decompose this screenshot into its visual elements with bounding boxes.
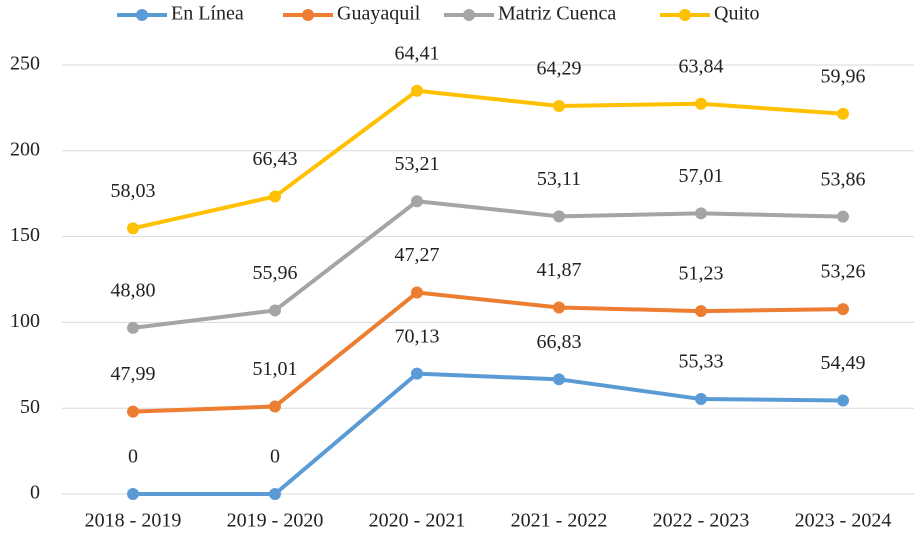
point (837, 210, 849, 223)
point (411, 195, 423, 208)
data-label: 63,84 (679, 55, 724, 77)
point (269, 400, 281, 413)
point (127, 488, 139, 500)
data-label: 51,23 (679, 263, 724, 285)
point (269, 488, 281, 500)
y-tick-label: 100 (10, 310, 40, 332)
data-label: 55,33 (679, 351, 724, 373)
data-label: 47,99 (111, 363, 156, 385)
legend-marker (463, 9, 475, 21)
data-label: 64,29 (537, 58, 582, 80)
point (553, 100, 565, 113)
point (411, 286, 423, 299)
y-tick-label: 250 (10, 53, 40, 75)
point (269, 304, 281, 317)
data-label: 41,87 (537, 259, 582, 281)
legend-label: En Línea (171, 3, 244, 25)
x-tick-label: 2018 - 2019 (85, 510, 182, 532)
x-tick-label: 2020 - 2021 (369, 510, 466, 532)
point (553, 301, 565, 314)
point (553, 210, 565, 223)
legend-label: Quito (714, 3, 760, 25)
data-label: 53,21 (395, 153, 440, 175)
data-label: 47,27 (395, 244, 440, 266)
point (411, 84, 423, 97)
point (127, 405, 139, 418)
point (695, 207, 707, 220)
legend-marker (302, 9, 314, 21)
data-label: 70,13 (395, 325, 440, 347)
data-label: 53,26 (821, 261, 866, 283)
data-label: 0 (128, 446, 138, 468)
data-label: 53,86 (821, 168, 866, 190)
point (837, 394, 849, 407)
data-label: 48,80 (111, 280, 156, 302)
legend-marker (136, 9, 148, 21)
data-label: 0 (270, 446, 280, 468)
data-label: 55,96 (253, 262, 298, 284)
data-label: 51,01 (253, 358, 298, 380)
point (695, 305, 707, 318)
series-line (132, 199, 844, 330)
point (127, 321, 139, 334)
x-tick-label: 2021 - 2022 (511, 510, 608, 532)
legend-label: Matriz Cuenca (498, 3, 616, 25)
data-label: 57,01 (679, 165, 724, 187)
point (411, 367, 423, 380)
data-label: 59,96 (821, 65, 866, 87)
data-label: 54,49 (821, 352, 866, 374)
y-tick-label: 50 (20, 396, 40, 418)
point (269, 190, 281, 203)
data-label: 64,41 (395, 42, 440, 64)
y-tick-label: 200 (10, 138, 40, 160)
data-label: 66,83 (537, 331, 582, 353)
series-line (132, 88, 844, 231)
x-tick-label: 2019 - 2020 (227, 510, 324, 532)
x-tick-label: 2023 - 2024 (795, 510, 892, 532)
point (837, 107, 849, 120)
x-tick-label: 2022 - 2023 (653, 510, 750, 532)
point (837, 303, 849, 316)
legend-marker (679, 9, 691, 21)
y-tick-label: 0 (30, 482, 40, 504)
point (695, 97, 707, 110)
y-tick-label: 150 (10, 224, 40, 246)
point (553, 373, 565, 386)
data-label: 66,43 (253, 148, 298, 170)
point (127, 222, 139, 235)
legend-label: Guayaquil (337, 3, 421, 25)
series-line (132, 290, 844, 414)
series-line (133, 371, 844, 496)
data-label: 58,03 (111, 180, 156, 202)
point (695, 393, 707, 406)
data-label: 53,11 (537, 168, 581, 190)
